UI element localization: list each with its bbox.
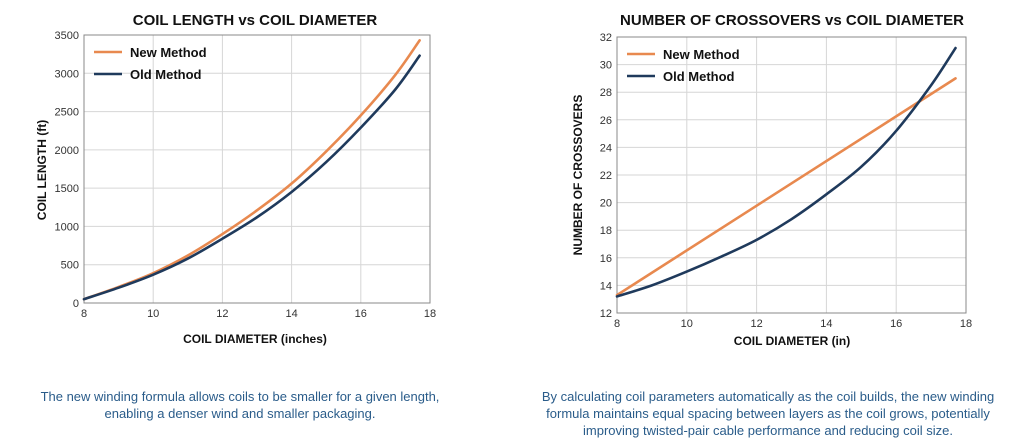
series-line-new-method [615, 77, 957, 297]
x-tick-label: 16 [355, 308, 367, 320]
legend-label: New Method [663, 47, 740, 62]
caption-left: The new winding formula allows coils to … [40, 389, 440, 421]
y-tick-label: 28 [600, 87, 612, 99]
x-tick-label: 18 [960, 318, 972, 330]
y-tick-label: 18 [600, 225, 612, 237]
y-axis-label: NUMBER OF CROSSOVERS [571, 95, 585, 256]
y-tick-label: 30 [600, 60, 612, 72]
legend-label: New Method [130, 45, 207, 60]
y-tick-label: 500 [61, 260, 79, 272]
y-tick-label: 12 [600, 308, 612, 320]
y-axis-label: COIL LENGTH (ft) [35, 120, 49, 220]
y-tick-label: 14 [600, 280, 612, 292]
y-tick-label: 1500 [55, 183, 79, 195]
series-line-old-method [82, 54, 421, 301]
y-tick-label: 3500 [55, 30, 79, 42]
x-axis-label: COIL DIAMETER (in) [734, 334, 850, 348]
legend-label: Old Method [663, 69, 735, 84]
x-tick-label: 16 [890, 318, 902, 330]
y-tick-label: 16 [600, 253, 612, 265]
plot-area [616, 36, 967, 314]
x-tick-label: 12 [216, 308, 228, 320]
x-tick-label: 8 [81, 308, 87, 320]
y-tick-label: 3000 [55, 68, 79, 80]
chart-title: COIL LENGTH vs COIL DIAMETER [133, 12, 378, 29]
x-tick-label: 8 [614, 318, 620, 330]
x-tick-label: 10 [681, 318, 693, 330]
x-tick-label: 10 [147, 308, 159, 320]
x-tick-label: 14 [820, 318, 832, 330]
y-tick-label: 2500 [55, 107, 79, 119]
chart-panel-crossovers: NUMBER OF CROSSOVERS vs COIL DIAMETER CO… [512, 0, 1024, 440]
y-tick-label: 22 [600, 170, 612, 182]
x-tick-label: 18 [424, 308, 436, 320]
y-tick-label: 24 [600, 142, 612, 154]
y-tick-label: 20 [600, 198, 612, 210]
y-tick-label: 0 [73, 298, 79, 310]
series-line-old-method [615, 46, 957, 298]
x-tick-label: 12 [750, 318, 762, 330]
x-axis-label: COIL DIAMETER (inches) [183, 332, 327, 346]
y-tick-label: 26 [600, 115, 612, 127]
crossovers-chart: NUMBER OF CROSSOVERS vs COIL DIAMETER CO… [571, 12, 972, 348]
x-tick-label: 14 [285, 308, 297, 320]
coil-length-chart: COIL LENGTH vs COIL DIAMETER COIL DIAMET… [35, 12, 436, 346]
y-tick-label: 1000 [55, 221, 79, 233]
plot-area [83, 34, 431, 304]
legend-label: Old Method [130, 67, 202, 82]
y-tick-label: 32 [600, 32, 612, 44]
chart-panel-coil-length: COIL LENGTH vs COIL DIAMETER COIL DIAMET… [35, 12, 440, 421]
caption-right: By calculating coil parameters automatic… [541, 389, 995, 438]
y-tick-label: 2000 [55, 145, 79, 157]
chart-title: NUMBER OF CROSSOVERS vs COIL DIAMETER [620, 12, 964, 29]
